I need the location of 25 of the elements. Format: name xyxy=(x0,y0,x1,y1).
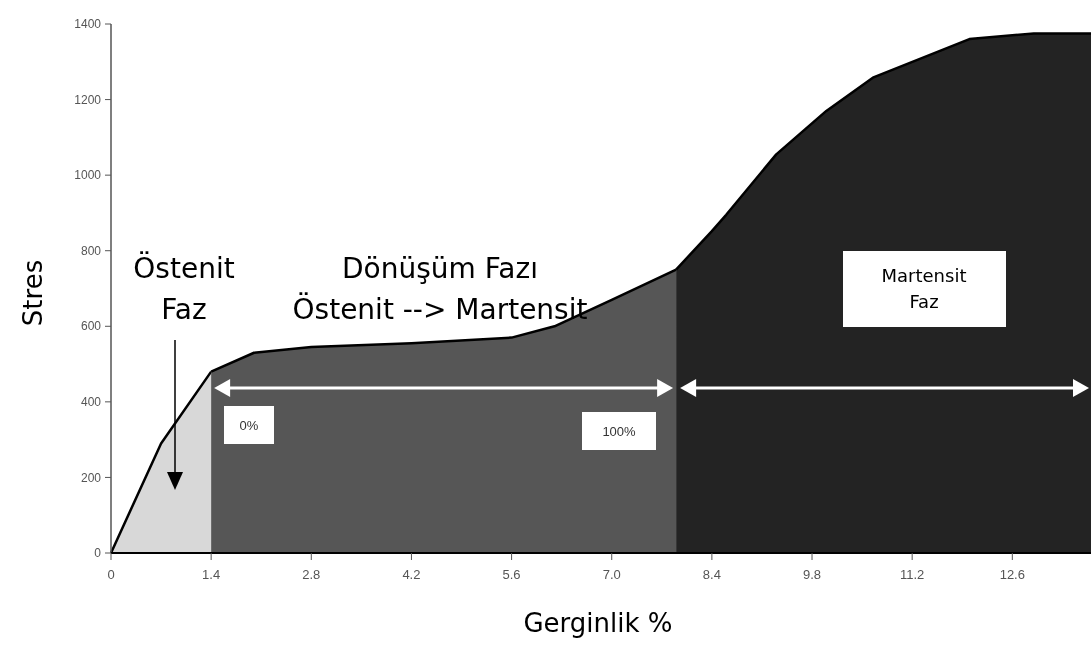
x-tick-label: 2.8 xyxy=(302,567,321,582)
annotation: Östenit Faz xyxy=(133,251,235,326)
x-axis-title: Gerginlik % xyxy=(523,608,673,638)
x-tick-label: 1.4 xyxy=(202,567,221,582)
annotation: 0% xyxy=(239,418,259,433)
annotation: Martensit Faz xyxy=(881,265,967,313)
y-axis-title: Stres xyxy=(18,259,48,327)
y-tick-label: 200 xyxy=(80,470,102,485)
y-tick-label: 800 xyxy=(80,243,102,258)
y-tick-label: 1400 xyxy=(74,17,102,32)
y-tick-label: 400 xyxy=(80,395,102,410)
y-tick-label: 1000 xyxy=(74,168,102,183)
annotation: Dönüşüm Fazı Östenit --> Martensit xyxy=(292,252,588,326)
y-tick-label: 0 xyxy=(94,546,102,561)
x-tick-label: 8.4 xyxy=(702,567,721,582)
x-tick-label: 11.2 xyxy=(900,567,925,582)
annotation: 100% xyxy=(602,424,637,439)
x-tick-label: 9.8 xyxy=(802,567,822,582)
y-tick-label: 1200 xyxy=(74,92,102,107)
x-tick-label: 7.0 xyxy=(602,567,621,582)
x-tick-label: 4.2 xyxy=(402,567,421,582)
x-tick-label: 12.6 xyxy=(999,567,1025,582)
y-tick-label: 600 xyxy=(80,319,102,334)
x-tick-label: 5.6 xyxy=(502,567,521,582)
x-tick-label: 0 xyxy=(107,567,115,582)
